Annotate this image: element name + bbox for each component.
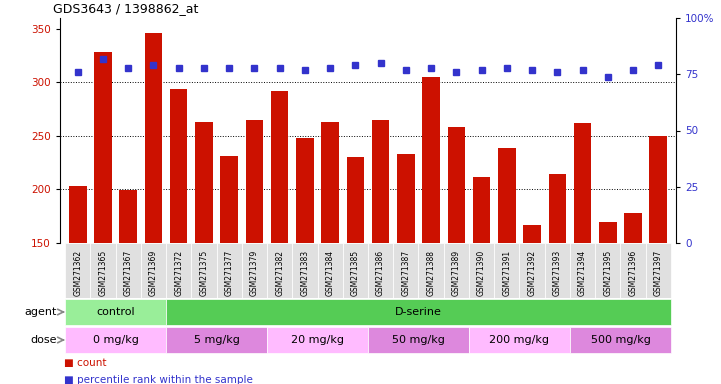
Bar — [68, 186, 87, 243]
Bar — [494, 243, 519, 298]
Bar — [170, 89, 187, 243]
Bar — [296, 138, 314, 243]
Bar — [368, 328, 469, 353]
Text: GSM271385: GSM271385 — [351, 250, 360, 296]
Bar — [317, 243, 342, 298]
Bar — [65, 328, 166, 353]
Bar — [246, 120, 263, 243]
Bar — [621, 243, 646, 298]
Bar — [221, 156, 238, 243]
Text: GSM271365: GSM271365 — [99, 250, 107, 296]
Text: 20 mg/kg: 20 mg/kg — [291, 335, 344, 345]
Bar — [267, 328, 368, 353]
Bar — [322, 122, 339, 243]
Text: ■ percentile rank within the sample: ■ percentile rank within the sample — [63, 375, 252, 384]
Bar — [216, 243, 242, 298]
Bar — [549, 174, 566, 243]
Bar — [292, 243, 317, 298]
Bar — [469, 243, 494, 298]
Text: GSM271362: GSM271362 — [73, 250, 82, 296]
Bar — [397, 154, 415, 243]
Bar — [393, 243, 418, 298]
Bar — [191, 243, 216, 298]
Bar — [145, 33, 162, 243]
Text: 5 mg/kg: 5 mg/kg — [193, 335, 239, 345]
Bar — [596, 243, 621, 298]
Text: agent: agent — [24, 307, 56, 317]
Text: GSM271382: GSM271382 — [275, 250, 284, 296]
Bar — [271, 91, 288, 243]
Text: GSM271384: GSM271384 — [326, 250, 335, 296]
Text: GSM271397: GSM271397 — [654, 250, 663, 296]
Bar — [624, 213, 642, 243]
Bar — [120, 190, 137, 243]
Bar — [342, 243, 368, 298]
Text: 500 mg/kg: 500 mg/kg — [590, 335, 650, 345]
Text: D-serine: D-serine — [395, 307, 442, 317]
Text: 50 mg/kg: 50 mg/kg — [392, 335, 445, 345]
Text: GSM271395: GSM271395 — [603, 250, 612, 296]
Bar — [650, 136, 667, 243]
Bar — [347, 157, 364, 243]
Text: GSM271391: GSM271391 — [503, 250, 511, 296]
Bar — [166, 300, 671, 324]
Bar — [267, 243, 292, 298]
Text: 200 mg/kg: 200 mg/kg — [490, 335, 549, 345]
Bar — [418, 243, 443, 298]
Text: GSM271375: GSM271375 — [200, 250, 208, 296]
Bar — [545, 243, 570, 298]
Bar — [90, 243, 115, 298]
Text: GSM271389: GSM271389 — [452, 250, 461, 296]
Text: control: control — [96, 307, 135, 317]
Text: GSM271390: GSM271390 — [477, 250, 486, 296]
Text: GSM271396: GSM271396 — [629, 250, 637, 296]
Bar — [448, 127, 465, 243]
Text: GSM271388: GSM271388 — [427, 250, 435, 296]
Bar — [423, 77, 440, 243]
Bar — [570, 243, 596, 298]
Bar — [141, 243, 166, 298]
Bar — [473, 177, 490, 243]
Bar — [65, 300, 166, 324]
Bar — [65, 243, 90, 298]
Bar — [368, 243, 393, 298]
Text: GSM271372: GSM271372 — [174, 250, 183, 296]
Bar — [166, 243, 191, 298]
Bar — [166, 328, 267, 353]
Text: GSM271393: GSM271393 — [553, 250, 562, 296]
Bar — [115, 243, 141, 298]
Text: GSM271394: GSM271394 — [578, 250, 587, 296]
Bar — [519, 243, 545, 298]
Bar — [94, 52, 112, 243]
Bar — [498, 147, 516, 243]
Text: GSM271367: GSM271367 — [124, 250, 133, 296]
Text: GSM271377: GSM271377 — [225, 250, 234, 296]
Bar — [195, 122, 213, 243]
Text: 0 mg/kg: 0 mg/kg — [92, 335, 138, 345]
Bar — [523, 225, 541, 243]
Text: GSM271386: GSM271386 — [376, 250, 385, 296]
Text: dose: dose — [30, 335, 56, 345]
Text: GSM271383: GSM271383 — [301, 250, 309, 296]
Text: GSM271379: GSM271379 — [250, 250, 259, 296]
Text: GSM271387: GSM271387 — [402, 250, 410, 296]
Bar — [570, 328, 671, 353]
Bar — [599, 222, 616, 243]
Bar — [372, 120, 389, 243]
Bar — [646, 243, 671, 298]
Bar — [242, 243, 267, 298]
Bar — [443, 243, 469, 298]
Text: ■ count: ■ count — [63, 358, 106, 368]
Text: GDS3643 / 1398862_at: GDS3643 / 1398862_at — [53, 2, 198, 15]
Bar — [469, 328, 570, 353]
Text: GSM271369: GSM271369 — [149, 250, 158, 296]
Text: GSM271392: GSM271392 — [528, 250, 536, 296]
Bar — [574, 123, 591, 243]
